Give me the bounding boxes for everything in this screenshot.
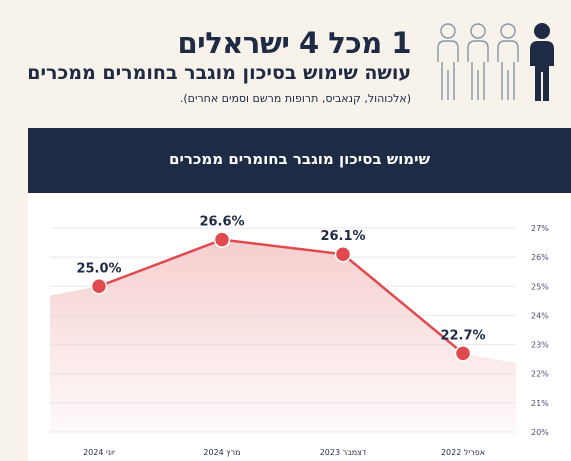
chart-header: שימוש בסיכון מוגבר בחומרים ממכרים	[28, 128, 571, 193]
y-tick-label: 20%	[531, 428, 549, 437]
y-tick-label: 25%	[531, 282, 549, 291]
y-tick-label: 22%	[531, 370, 549, 379]
chart-card: שימוש בסיכון מוגבר בחומרים ממכרים 27% 26%…	[28, 128, 571, 461]
x-tick-label: יוני 2024	[83, 448, 115, 457]
data-point	[92, 279, 107, 294]
page-title: 1 מכל 4 ישראלים	[177, 26, 411, 60]
page-subtitle: עושה שימוש בסיכון מוגבר בחומרים ממכרים	[27, 62, 411, 84]
x-tick-label: אפריל 2022	[441, 448, 485, 457]
data-point	[456, 346, 471, 361]
data-point	[336, 247, 351, 262]
chart-title: שימוש בסיכון מוגבר בחומרים ממכרים	[28, 150, 571, 168]
line-chart: 27% 26% 25% 24% 23% 22% 21% 20% 25.0% 26.6% 26.1%…	[28, 193, 571, 461]
y-tick-label: 21%	[531, 399, 549, 408]
data-label: 26.1%	[320, 229, 365, 244]
y-tick-label: 27%	[531, 224, 549, 233]
y-tick-label: 23%	[531, 341, 549, 350]
y-tick-label: 26%	[531, 253, 549, 262]
data-label: 26.6%	[199, 215, 244, 230]
people-icon	[433, 22, 561, 102]
x-tick-label: דצמבר 2023	[320, 448, 367, 457]
y-tick-label: 24%	[531, 311, 549, 320]
header: 1 מכל 4 ישראלים עושה שימוש בסיכון מוגבר …	[0, 0, 571, 125]
data-label: 25.0%	[76, 261, 121, 276]
data-label: 22.7%	[440, 328, 485, 343]
data-point	[215, 232, 230, 247]
x-tick-label: מרץ 2024	[203, 448, 240, 457]
page-note: (אלכוהול, קנאביס, תרופות מרשם וסמים אחרי…	[180, 92, 411, 105]
